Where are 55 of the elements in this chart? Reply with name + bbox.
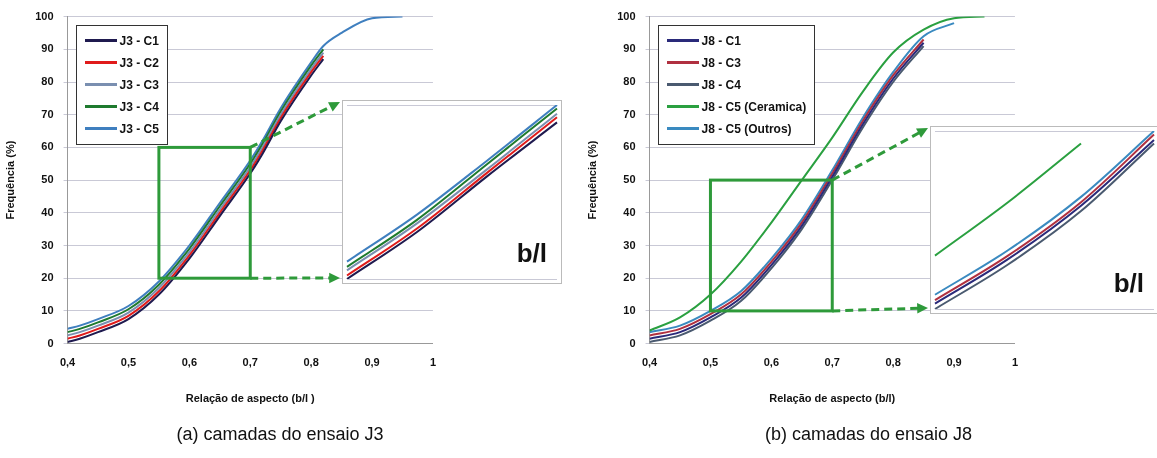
annotation: b/l [1113, 268, 1144, 299]
y-tick-label: 90 [623, 42, 636, 55]
legend-label: J3 - C3 [119, 77, 159, 92]
y-tick-label: 40 [623, 205, 636, 218]
x-axis-title: Relação de aspecto (b/l ) [185, 392, 316, 405]
y-tick-label: 100 [35, 9, 54, 22]
text: (a) camadas do ensaio J3 [175, 424, 385, 445]
legend-label: J3 - C5 [119, 121, 159, 136]
legend-label: J8 - C5 (Outros) [701, 121, 792, 136]
x-tick-label: 0,6 [763, 356, 779, 369]
legend-label: J8 - C5 (Ceramica) [701, 99, 807, 114]
x-tick-label: 0,5 [702, 356, 719, 369]
x-tick-label: 1 [1011, 356, 1018, 369]
y-axis-title: Frequência (%) [585, 140, 598, 220]
y-tick-label: 70 [41, 107, 54, 120]
y-tick-label: 10 [623, 303, 636, 316]
x-tick-label: 0,7 [824, 356, 840, 369]
annotation: b/l [516, 238, 547, 269]
y-tick-label: 90 [41, 42, 54, 55]
x-axis-title: Relação de aspecto (b/l) [769, 392, 896, 405]
x-tick-label: 0,5 [120, 356, 137, 369]
y-tick-label: 20 [623, 271, 636, 284]
y-tick-label: 80 [623, 75, 636, 88]
y-tick-label: 20 [41, 271, 54, 284]
x-tick-label: 0,7 [242, 356, 258, 369]
y-tick-label: 50 [41, 173, 54, 186]
y-tick-label: 60 [41, 140, 54, 153]
x-tick-label: 0,4 [59, 356, 77, 369]
x-tick-label: 0,8 [885, 356, 901, 369]
legend-label: J3 - C1 [119, 33, 159, 48]
y-tick-label: 100 [617, 9, 636, 22]
line-series [67, 16, 404, 330]
x-tick-label: 0,9 [946, 356, 962, 369]
legend-label: J8 - C3 [701, 55, 741, 70]
x-tick-label: 0,4 [641, 356, 659, 369]
y-tick-label: 60 [623, 140, 636, 153]
y-tick-label: 30 [623, 238, 636, 251]
y-tick-label: 0 [47, 336, 54, 349]
legend-label: J3 - C2 [119, 55, 159, 70]
y-axis-title: Frequência (%) [3, 140, 16, 220]
x-tick-label: 0,8 [303, 356, 319, 369]
y-tick-label: 50 [623, 173, 636, 186]
legend-label: J8 - C1 [701, 33, 741, 48]
y-tick-label: 70 [623, 107, 636, 120]
y-tick-label: 0 [629, 336, 636, 349]
y-tick-label: 10 [41, 303, 54, 316]
x-tick-label: 1 [429, 356, 436, 369]
legend-label: J3 - C4 [119, 99, 159, 114]
y-tick-label: 40 [41, 205, 54, 218]
x-tick-label: 0,9 [364, 356, 380, 369]
legend-label: J8 - C4 [701, 77, 741, 92]
x-tick-label: 0,6 [181, 356, 197, 369]
text: (b) camadas do ensaio J8 [763, 424, 974, 445]
y-tick-label: 30 [41, 238, 54, 251]
y-tick-label: 80 [41, 75, 54, 88]
